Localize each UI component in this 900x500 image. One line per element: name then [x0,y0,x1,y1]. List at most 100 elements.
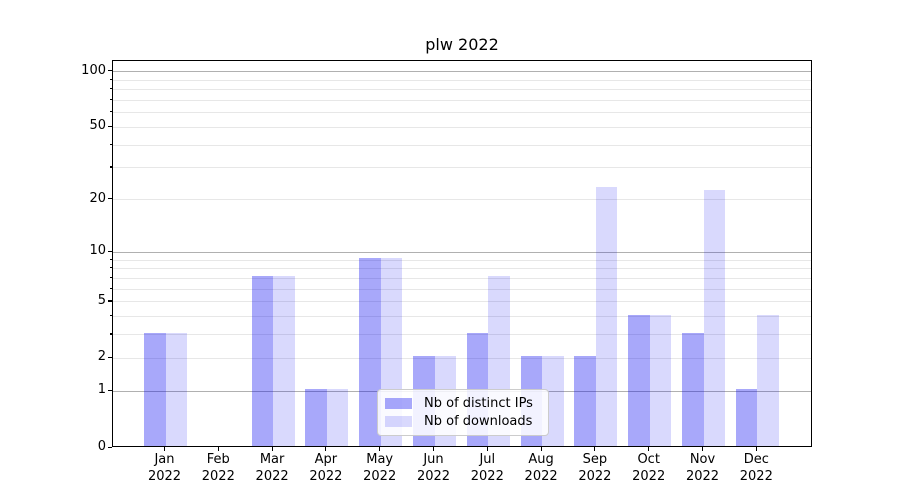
x-tick-label: Mar 2022 [240,452,304,485]
minor-gridline [113,316,811,318]
y-minor-tick-mark [109,166,112,168]
x-tick-month: May [366,452,394,467]
y-tick-mark [108,446,112,448]
legend-label: Nb of downloads [424,413,533,429]
x-tick-mark [755,447,757,451]
x-tick-year: 2022 [255,468,289,484]
x-tick-year: 2022 [309,468,343,484]
y-minor-tick-mark [109,88,112,90]
x-tick-year: 2022 [201,468,235,484]
x-tick-mark [594,447,596,451]
y-minor-tick-mark [109,111,112,113]
y-minor-tick-mark [109,98,112,101]
bar-nb-of-distinct-ips-mar [251,276,274,446]
x-tick-month: Jan [154,452,175,467]
x-tick-label: Dec 2022 [724,452,788,485]
y-tick-mark [108,250,112,253]
bar-nb-of-distinct-ips-may [359,258,381,446]
x-tick-label: Sep 2022 [563,452,627,485]
bar-nb-of-downloads-mar [273,276,295,446]
x-tick-month: Apr [314,452,338,467]
x-tick-year: 2022 [470,468,504,484]
y-tick-mark [108,300,112,302]
x-tick-year: 2022 [416,468,451,484]
x-tick-mark [648,447,650,451]
y-minor-tick-mark [109,78,112,80]
x-tick-mark [432,447,435,451]
bar-nb-of-downloads-sep [595,186,618,446]
minor-gridline [113,301,811,303]
minor-gridline [113,99,811,101]
major-gridline [113,71,811,73]
x-tick-year: 2022 [739,468,773,484]
x-tick-mark [701,447,704,451]
minor-gridline [113,112,811,114]
y-minor-tick-mark [109,287,112,289]
x-tick-month: Jul [479,452,496,467]
x-tick-year: 2022 [685,468,720,484]
minor-gridline [113,277,811,279]
minor-gridline [113,199,811,201]
minor-gridline [113,288,811,290]
minor-gridline [113,79,811,81]
x-tick-month: Sep [582,452,608,467]
x-tick-month: Dec [743,452,769,467]
y-tick-mark [108,125,112,127]
x-tick-label: May 2022 [348,452,412,485]
minor-gridline [113,259,811,261]
x-tick-year: 2022 [363,468,397,484]
x-tick-mark [325,447,327,451]
legend: Nb of distinct IPs Nb of downloads [377,389,549,436]
x-tick-mark [486,447,488,451]
x-tick-year: 2022 [578,468,612,484]
y-tick-mark [108,198,112,200]
y-tick-label: 10 [89,243,106,259]
minor-gridline [113,268,811,270]
y-tick-label: 5 [97,292,106,308]
y-minor-tick-mark [109,143,112,145]
x-tick-month: Aug [528,452,554,467]
y-minor-tick-mark [109,258,112,260]
x-tick-mark [379,447,381,451]
y-minor-tick-mark [109,267,112,269]
x-tick-month: Nov [689,452,716,467]
x-tick-mark [271,447,273,451]
bar-nb-of-distinct-ips-sep [574,356,596,446]
minor-gridline [113,144,811,146]
bar-nb-of-downloads-jan [165,332,187,446]
legend-swatch [385,415,412,427]
y-tick-mark [108,389,112,392]
y-tick-label: 1 [97,382,106,398]
minor-gridline [113,334,811,336]
y-tick-label: 50 [89,118,106,134]
minor-gridline [113,167,811,169]
y-minor-tick-mark [109,333,112,335]
chart-title: plw 2022 [425,35,499,54]
bar-nb-of-downloads-oct [649,314,672,446]
x-tick-label: Jul 2022 [455,452,519,485]
minor-gridline [113,89,811,91]
bar-nb-of-downloads-dec [757,314,779,446]
y-tick-label: 0 [97,439,106,454]
bar-nb-of-distinct-ips-oct [628,314,650,446]
x-tick-mark [540,447,542,451]
x-tick-month: Jun [423,452,444,467]
y-tick-label: 2 [97,349,106,365]
legend-row: Nb of distinct IPs [385,396,540,411]
x-tick-label: Aug 2022 [509,452,573,485]
x-tick-month: Oct [637,452,660,467]
x-tick-mark [217,447,219,451]
x-tick-label: Jan 2022 [133,452,197,485]
x-tick-label: Feb 2022 [186,452,250,485]
legend-row: Nb of downloads [385,414,540,429]
bar-nb-of-distinct-ips-nov [682,332,704,446]
x-tick-month: Feb [206,452,230,467]
y-minor-tick-mark [109,315,112,317]
y-tick-label: 20 [89,190,106,206]
x-tick-year: 2022 [147,468,182,484]
bar-nb-of-distinct-ips-jan [144,332,166,446]
x-tick-label: Apr 2022 [294,452,358,485]
x-tick-year: 2022 [632,468,666,484]
x-tick-month: Mar [259,452,285,467]
